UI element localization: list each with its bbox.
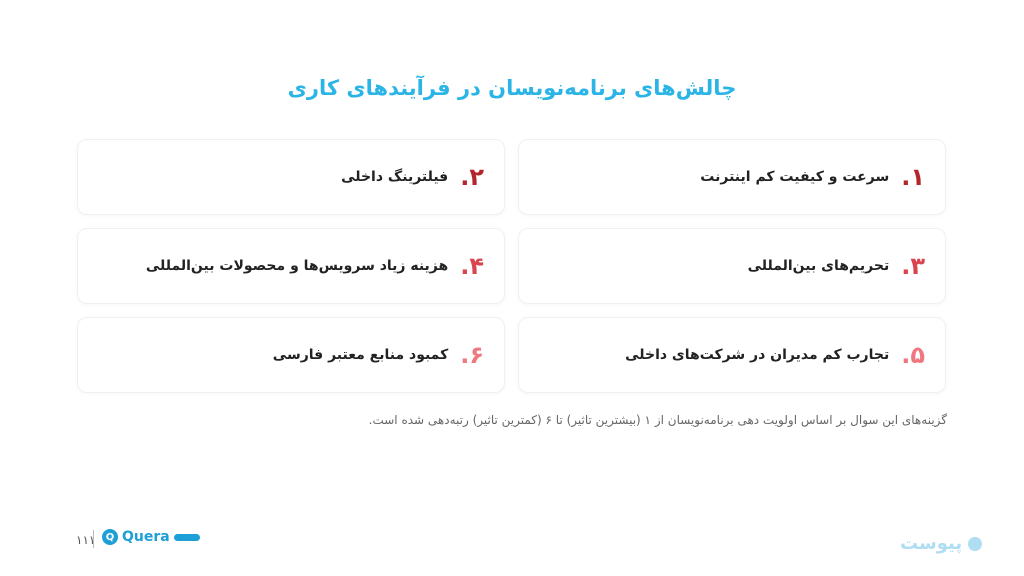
slide-title: چالش‌های برنامه‌نویسان در فرآیندهای کاری [287,76,737,100]
divider [93,530,94,548]
quera-logo: Q Quera [102,529,200,545]
item-number: ۲. [460,163,484,191]
item-text: سرعت و کیفیت کم اینترنت [700,169,890,185]
item-number: ۴. [460,252,484,280]
item-number: ۳. [901,252,925,280]
peivast-logo: پیوست [900,533,983,554]
quera-icon: Q [102,529,118,545]
challenge-card-6: ۶. کمبود منابع معتبر فارسی [77,317,505,393]
page-number: ۱۱۱ [76,533,96,547]
challenge-card-1: ۱. سرعت و کیفیت کم اینترنت [518,139,946,215]
item-text: تحریم‌های بین‌المللی [747,258,890,274]
challenge-card-5: ۵. تجارب کم مدیران در شرکت‌های داخلی [518,317,946,393]
quera-bar [173,533,200,541]
item-number: ۵. [901,341,925,369]
footnote: گزینه‌های این سوال بر اساس اولویت دهی بر… [368,413,947,427]
challenge-card-2: ۲. فیلترینگ داخلی [77,139,505,215]
challenge-card-4: ۴. هزینه زیاد سرویس‌ها و محصولات بین‌المل… [77,228,505,304]
peivast-logo-text: پیوست [900,533,963,554]
item-text: هزینه زیاد سرویس‌ها و محصولات بین‌المللی [145,258,449,274]
challenge-card-3: ۳. تحریم‌های بین‌المللی [518,228,946,304]
item-text: فیلترینگ داخلی [341,169,449,185]
item-text: تجارب کم مدیران در شرکت‌های داخلی [625,347,890,363]
item-text: کمبود منابع معتبر فارسی [272,347,449,363]
item-number: ۶. [460,341,484,369]
quera-logo-text: Quera [122,529,170,545]
peivast-icon [968,536,983,551]
item-number: ۱. [901,163,925,191]
